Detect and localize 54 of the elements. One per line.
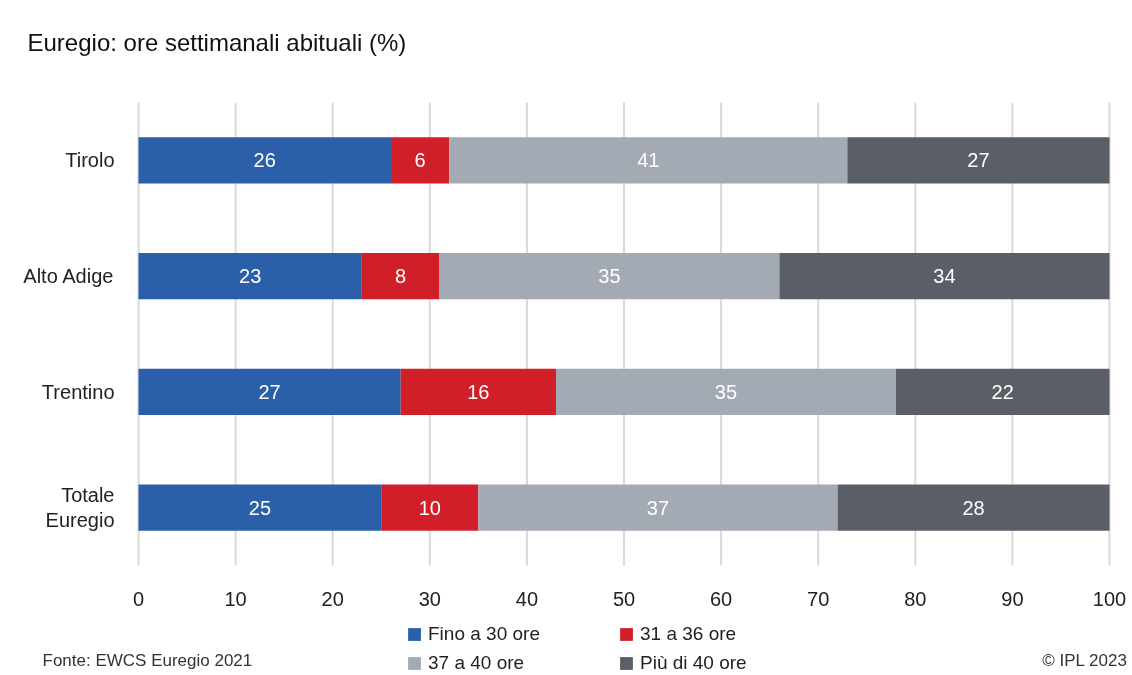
bar <box>837 484 1110 531</box>
x-tick-label: 100 <box>1092 587 1127 610</box>
x-tick-label: 40 <box>515 587 539 610</box>
legend-label: 31 a 36 ore <box>640 623 738 645</box>
bar <box>847 137 1110 184</box>
x-tick-label: 50 <box>612 587 636 610</box>
x-tick-label: 80 <box>904 587 927 610</box>
data-label: 26 <box>253 149 276 172</box>
legend-label: Più di 40 ore <box>640 652 748 674</box>
bar <box>381 484 479 531</box>
data-label: 6 <box>414 149 426 172</box>
data-label: 22 <box>991 380 1014 403</box>
data-label: 25 <box>248 496 271 519</box>
data-label: 23 <box>239 265 262 288</box>
data-label: 10 <box>418 496 441 519</box>
y-tick-label: Trentino <box>41 380 115 403</box>
x-tick-label: 0 <box>132 587 145 610</box>
bar <box>779 252 1110 300</box>
x-tick-label: 10 <box>224 587 247 610</box>
data-label: 16 <box>467 380 490 403</box>
x-tick-label: 70 <box>807 587 830 610</box>
x-tick-label: 90 <box>1001 587 1024 610</box>
legend-label: 37 a 40 ore <box>428 652 526 674</box>
x-tick-label: 20 <box>321 587 344 610</box>
data-label: 8 <box>395 265 407 288</box>
bar <box>449 137 848 184</box>
bar <box>439 252 780 300</box>
data-label: 41 <box>637 149 660 172</box>
bar <box>390 137 450 184</box>
bar <box>361 252 440 300</box>
y-tick-label: Totale Euregio <box>45 483 115 532</box>
data-label: 37 <box>646 496 670 519</box>
source-note: Fonte: EWCS Euregio 2021 <box>42 651 253 670</box>
data-label: 27 <box>967 149 990 172</box>
data-label: 34 <box>933 265 956 288</box>
y-tick-label: Tirolo <box>65 149 115 172</box>
bar <box>138 137 391 184</box>
y-tick-label: Alto Adige <box>23 265 114 288</box>
chart-title: Euregio: ore settimanali abituali (%) <box>27 29 407 56</box>
bar <box>138 484 382 531</box>
data-label: 27 <box>258 380 281 403</box>
data-label: 35 <box>714 380 738 403</box>
x-tick-label: 60 <box>709 587 733 610</box>
bar <box>138 368 401 416</box>
text: © IPL 2023 <box>1042 651 1127 670</box>
bar <box>400 368 557 416</box>
data-label: 28 <box>962 496 985 519</box>
legend-label: Fino a 30 ore <box>428 623 541 645</box>
data-label: 35 <box>598 265 621 288</box>
bar <box>478 484 838 531</box>
x-tick-label: 30 <box>418 587 441 610</box>
bar <box>556 368 896 416</box>
bar <box>895 368 1110 416</box>
bar <box>138 252 362 300</box>
